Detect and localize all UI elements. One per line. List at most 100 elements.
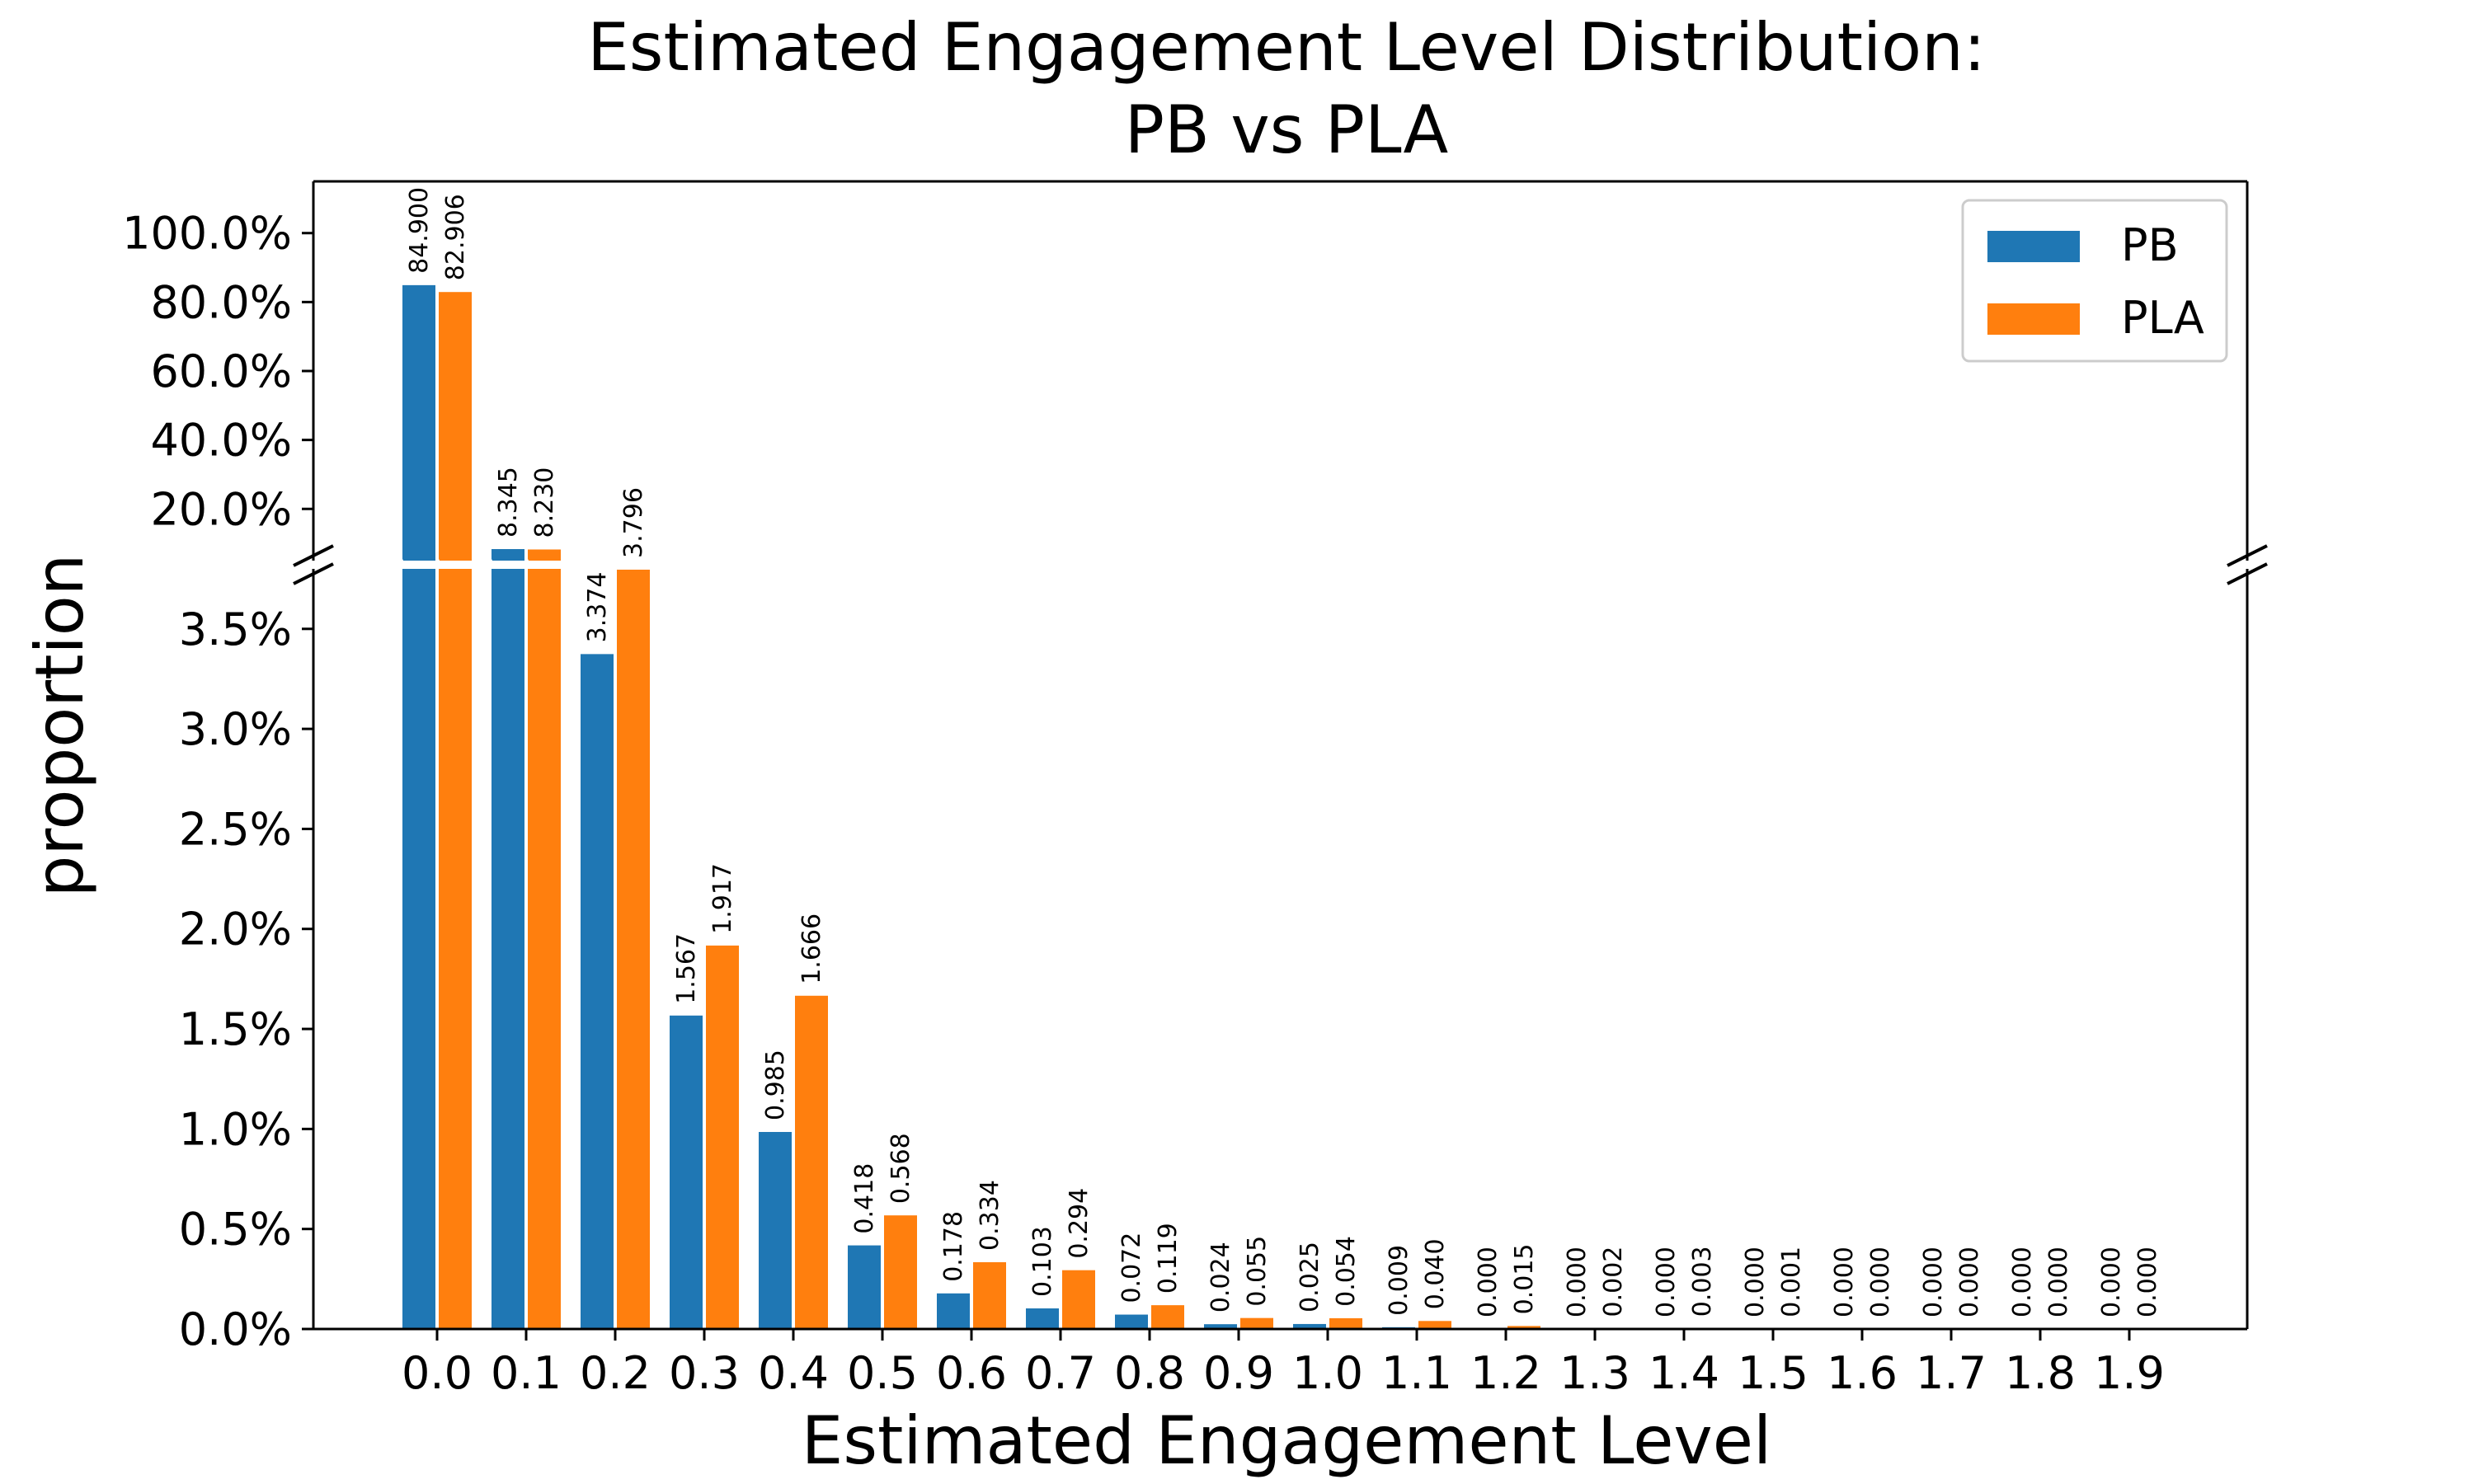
bar-pla-0.5-lower	[884, 1215, 917, 1329]
bar-label-pb-1.9: 0.000	[2097, 1247, 2126, 1317]
x-tick-label: 0.1	[491, 1347, 562, 1399]
x-tick-label: 0.7	[1025, 1347, 1096, 1399]
x-tick-label: 1.4	[1649, 1347, 1719, 1399]
bar-pb-1.0-lower	[1293, 1323, 1326, 1329]
bar-label-pla-1.6: 0.000	[1866, 1247, 1895, 1317]
bar-label-pb-0.7: 0.103	[1028, 1226, 1057, 1297]
bar-label-pb-0.8: 0.072	[1117, 1233, 1146, 1303]
bar-label-pla-1.9: 0.000	[2133, 1247, 2162, 1317]
bar-pb-0.5-lower	[848, 1245, 881, 1329]
y-tick-label-lower: 2.0%	[179, 904, 292, 956]
bar-pla-0.2-lower	[617, 569, 650, 1329]
chart-title: Estimated Engagement Level Distribution:…	[587, 9, 1986, 168]
x-tick-label: 0.9	[1203, 1347, 1274, 1399]
y-tick-label-lower: 0.5%	[179, 1204, 292, 1256]
bar-pla-1.1-lower	[1418, 1321, 1451, 1329]
x-tick-label: 1.1	[1381, 1347, 1452, 1399]
legend-label-pb: PB	[2121, 219, 2179, 271]
bar-pb-0.1-upper	[492, 549, 524, 561]
bar-label-pb-0.2: 3.374	[583, 571, 612, 642]
axis-break-marker	[2227, 562, 2268, 585]
bar-pb-0.9-lower	[1204, 1324, 1237, 1329]
bar-label-pb-1.5: 0.000	[1741, 1247, 1770, 1317]
y-tick-label-upper: 40.0%	[150, 415, 292, 467]
bar-label-pla-1.5: 0.001	[1777, 1247, 1806, 1317]
bar-label-pb-0.0: 84.900	[405, 187, 434, 274]
y-tick-label-lower: 1.0%	[179, 1103, 292, 1155]
chart-title-line-1: Estimated Engagement Level Distribution:	[587, 9, 1986, 86]
upper-panel-bars	[402, 284, 561, 595]
x-tick-label: 1.7	[1916, 1347, 1987, 1399]
x-tick-label: 0.4	[758, 1347, 829, 1399]
lower-panel-bars	[402, 569, 1808, 1329]
bar-label-pla-1.2: 0.015	[1510, 1243, 1539, 1314]
bar-label-pla-1.0: 0.054	[1332, 1236, 1361, 1307]
x-tick-label: 0.3	[669, 1347, 740, 1399]
bar-pla-1.0-lower	[1329, 1317, 1362, 1329]
legend-label-pla: PLA	[2121, 292, 2204, 344]
x-tick-label: 0.0	[402, 1347, 473, 1399]
bar-label-pb-0.9: 0.024	[1206, 1242, 1235, 1313]
bar-label-pb-1.8: 0.000	[2008, 1247, 2037, 1317]
y-tick-label-upper: 60.0%	[150, 345, 292, 397]
bar-label-pla-0.5: 0.568	[887, 1133, 915, 1204]
bar-label-pla-0.3: 1.917	[708, 863, 737, 934]
y-tick-label-lower: 1.5%	[179, 1003, 292, 1055]
y-tick-label-upper: 100.0%	[122, 208, 292, 260]
bar-pb-0.6-lower	[937, 1293, 970, 1329]
bar-pla-0.6-lower	[973, 1261, 1006, 1329]
bar-label-pb-1.0: 0.025	[1296, 1242, 1324, 1313]
bar-label-pb-0.1: 8.345	[494, 467, 523, 538]
bar-pla-0.1-upper	[528, 549, 561, 561]
bar-label-pla-0.6: 0.334	[976, 1180, 1004, 1251]
bar-label-pb-0.3: 1.567	[672, 933, 701, 1004]
bar-pla-0.0-lower	[439, 569, 472, 1329]
x-tick-label: 0.6	[936, 1347, 1007, 1399]
x-tick-label: 1.9	[2094, 1347, 2165, 1399]
x-tick-label: 0.5	[847, 1347, 918, 1399]
axis-break-marker	[293, 544, 334, 567]
bar-label-pb-0.5: 0.418	[850, 1163, 879, 1234]
bar-pb-0.2-lower	[581, 654, 614, 1329]
y-tick-label-upper: 20.0%	[150, 483, 292, 535]
bar-label-pla-0.9: 0.055	[1243, 1236, 1272, 1307]
legend-swatch-pb	[1987, 231, 2080, 262]
y-tick-label-lower: 3.5%	[179, 603, 292, 655]
y-tick-label-upper: 80.0%	[150, 276, 292, 328]
y-axis-label: proportion	[21, 554, 98, 898]
y-tick-label-lower: 0.0%	[179, 1303, 292, 1355]
bar-pla-1.2-lower	[1507, 1326, 1540, 1329]
bar-label-pla-0.8: 0.119	[1154, 1223, 1183, 1294]
bar-label-pb-0.4: 0.985	[761, 1050, 790, 1120]
x-axis-label: Estimated Engagement Level	[802, 1402, 1771, 1479]
bar-pb-0.1-lower	[492, 569, 524, 1329]
legend: PB PLA	[1961, 199, 2228, 363]
bar-label-pla-1.4: 0.003	[1688, 1246, 1717, 1317]
y-tick-label-lower: 2.5%	[179, 803, 292, 855]
axis-break-marker	[2227, 544, 2268, 567]
bar-pb-0.3-lower	[670, 1015, 703, 1329]
bar-pb-0.4-lower	[759, 1132, 792, 1329]
bar-label-pla-1.8: 0.000	[2044, 1247, 2073, 1317]
x-tick-label: 1.5	[1738, 1347, 1808, 1399]
bar-pla-0.7-lower	[1062, 1270, 1095, 1329]
bar-value-labels: 84.900 8.345 3.374 1.567 0.985 0.418 0.178 0.10…	[405, 187, 2162, 1317]
axes: 20.0% 40.0% 60.0% 80.0% 100.0% 0.0% 0.5% 1.0% 1.…	[122, 180, 2268, 1399]
bar-pla-0.8-lower	[1151, 1305, 1184, 1329]
bar-label-pb-1.2: 0.000	[1474, 1247, 1503, 1317]
bar-pb-0.0-upper	[402, 284, 435, 561]
x-tick-label: 1.6	[1827, 1347, 1898, 1399]
axis-break-marker	[293, 562, 334, 585]
bar-pla-0.9-lower	[1240, 1317, 1273, 1329]
bar-label-pb-1.7: 0.000	[1919, 1247, 1948, 1317]
x-tick-label: 0.2	[580, 1347, 651, 1399]
bar-pla-0.3-lower	[706, 945, 739, 1329]
bar-label-pb-0.6: 0.178	[939, 1211, 968, 1282]
bar-label-pb-1.3: 0.000	[1563, 1247, 1592, 1317]
bar-pla-0.1-lower	[528, 569, 561, 1329]
bar-label-pb-1.6: 0.000	[1830, 1247, 1859, 1317]
bar-pb-0.7-lower	[1026, 1308, 1059, 1329]
bar-label-pla-1.7: 0.000	[1955, 1247, 1984, 1317]
chart-title-line-2: PB vs PLA	[1125, 92, 1449, 168]
